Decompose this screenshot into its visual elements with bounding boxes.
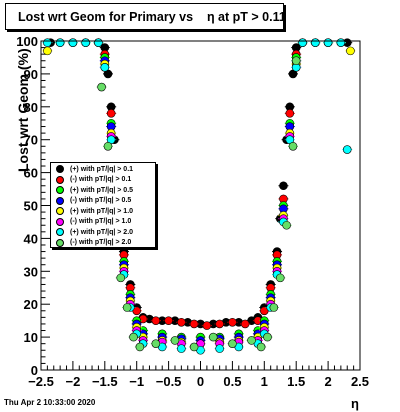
- data-point: [81, 38, 90, 47]
- data-point: [177, 344, 186, 353]
- y-tick-label: 90: [24, 67, 38, 82]
- data-point: [256, 342, 266, 352]
- x-tick-label: −0.5: [156, 374, 182, 389]
- data-point: [323, 38, 333, 47]
- legend-label: (-) with pT/|q| > 0.1: [70, 176, 132, 184]
- data-point: [279, 181, 288, 191]
- y-tick-label: 60: [24, 166, 38, 181]
- data-point: [170, 336, 180, 345]
- legend-entry: (-) with pT/|q| > 2.0: [53, 238, 155, 249]
- data-point: [311, 38, 320, 47]
- y-axis-label: Lost wrt Geom (%): [15, 48, 31, 172]
- y-tick-label: 20: [24, 297, 38, 312]
- legend-entry: (-) with pT/|q| > 0.1: [53, 175, 155, 186]
- legend-marker: [56, 228, 64, 237]
- data-point: [240, 319, 250, 329]
- data-point: [151, 339, 161, 348]
- data-point: [288, 141, 298, 151]
- data-point: [285, 109, 295, 118]
- legend-marker: [56, 238, 64, 247]
- y-axis: 0 10 20 30 40 50 60 70 80 90 100: [16, 34, 50, 378]
- y-tick-label: 30: [24, 264, 38, 279]
- x-tick-label: 1.5: [287, 374, 305, 389]
- x-tick-label: 2: [324, 374, 331, 389]
- legend-marker: [56, 165, 64, 174]
- data-point: [151, 316, 161, 325]
- data-point: [135, 342, 145, 352]
- data-point: [291, 56, 301, 66]
- x-tick-label: −2: [65, 374, 80, 389]
- x-tick-label: 0: [197, 374, 204, 389]
- y-tick-label: 70: [24, 133, 38, 148]
- data-point: [122, 303, 132, 312]
- data-point: [282, 220, 291, 230]
- legend-marker: [56, 207, 64, 216]
- y-tick-label: 80: [24, 100, 38, 115]
- data-point: [208, 332, 218, 342]
- y-tick-label: 0: [31, 363, 38, 378]
- x-tick-label: −1.5: [92, 374, 118, 389]
- chart-title: Lost wrt Geom for Primary vs η at pT > 0…: [5, 3, 286, 30]
- legend-entry: (-) with pT/|q| > 0.5: [53, 196, 155, 207]
- legend-label: (-) with pT/|q| > 1.0: [70, 218, 132, 226]
- x-axis-label: η: [351, 396, 359, 411]
- data-point: [215, 319, 224, 329]
- data-point: [275, 273, 285, 283]
- x-tick-label: −2.5: [28, 374, 54, 389]
- data-point: [116, 273, 126, 283]
- data-point: [269, 303, 279, 312]
- data-point: [346, 46, 355, 56]
- legend-label: (-) with pT/|q| > 0.5: [70, 197, 132, 205]
- data-point: [103, 141, 113, 151]
- legend-label: (-) with pT/|q| > 2.0: [70, 239, 132, 247]
- legend-marker: [56, 175, 64, 184]
- data-point: [177, 317, 186, 327]
- data-point: [189, 342, 199, 352]
- x-tick-label: −1: [129, 374, 144, 389]
- data-point: [202, 321, 212, 330]
- data-point: [263, 332, 272, 342]
- data-point: [55, 38, 65, 47]
- y-tick-label: 40: [24, 231, 38, 246]
- data-point: [247, 336, 256, 345]
- legend-entry: (+) with pT/|q| > 0.5: [53, 185, 155, 196]
- legend: (+) with pT/|q| > 0.1 (-) with pT/|q| > 0…: [50, 162, 156, 248]
- data-point: [106, 109, 116, 118]
- data-point: [129, 332, 138, 342]
- legend-entry: (+) with pT/|q| > 0.1: [53, 164, 155, 175]
- legend-entry: (-) with pT/|q| > 1.0: [53, 217, 155, 228]
- y-tick-label: 10: [24, 330, 38, 345]
- legend-label: (+) with pT/|q| > 0.1: [70, 165, 134, 173]
- x-axis: −2.5 −2 −1.5 −1 −0.5 0 0.5 1 1.5 2 2.5: [28, 361, 369, 389]
- legend-entry: (+) with pT/|q| > 1.0: [53, 206, 155, 217]
- legend-marker: [56, 186, 64, 195]
- data-point: [342, 145, 352, 154]
- legend-label: (+) with pT/|q| > 1.0: [70, 207, 134, 215]
- legend-marker: [56, 217, 64, 226]
- data-point: [68, 38, 78, 47]
- legend-label: (+) with pT/|q| > 0.5: [70, 186, 134, 194]
- data-point: [43, 38, 52, 47]
- data-point: [189, 319, 199, 329]
- data-point: [298, 38, 307, 47]
- data-point: [164, 316, 173, 325]
- data-point: [228, 317, 237, 327]
- data-point: [215, 344, 224, 353]
- x-tick-label: 2.5: [351, 374, 369, 389]
- data-point: [100, 63, 110, 72]
- legend-marker: [56, 196, 64, 205]
- y-tick-label: 100: [16, 34, 38, 49]
- x-tick-label: 1: [261, 374, 268, 389]
- data-point: [336, 38, 346, 47]
- data-point: [97, 82, 106, 92]
- legend-entry: (+) with pT/|q| > 2.0: [53, 227, 155, 238]
- legend-label: (+) with pT/|q| > 2.0: [70, 228, 134, 236]
- data-point: [228, 339, 237, 348]
- y-tick-label: 50: [24, 199, 38, 214]
- data-point: [94, 38, 103, 47]
- timestamp-footer: Thu Apr 2 10:33:00 2020: [4, 398, 96, 407]
- x-tick-label: 0.5: [223, 374, 241, 389]
